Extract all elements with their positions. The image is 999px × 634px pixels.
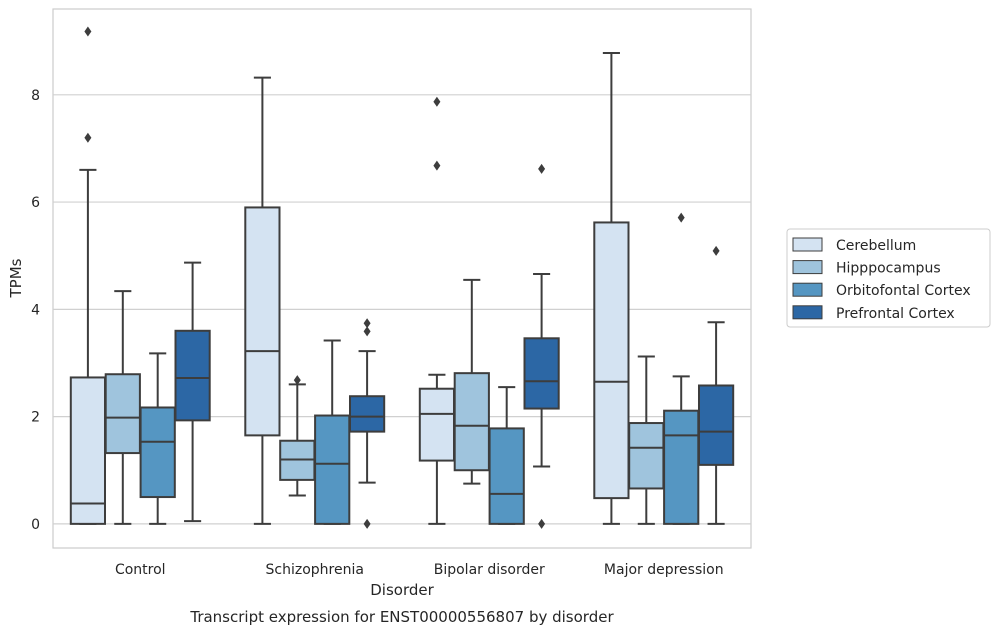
x-tick-label: Bipolar disorder bbox=[434, 562, 545, 578]
box-body bbox=[139, 406, 176, 499]
legend-swatch bbox=[792, 305, 823, 320]
box-body bbox=[418, 387, 456, 462]
x-axis-ticks: Control Schizophrenia Bipolar disorder Majo… bbox=[115, 562, 724, 578]
box-body bbox=[523, 337, 560, 410]
box-1-1 bbox=[279, 375, 316, 497]
box-2-0 bbox=[139, 352, 176, 525]
box-body bbox=[593, 221, 630, 500]
y-tick-label: 4 bbox=[31, 302, 40, 318]
box-0-1 bbox=[244, 76, 281, 525]
box-body bbox=[628, 422, 665, 490]
boxes-group bbox=[69, 26, 735, 529]
outlier-point bbox=[363, 518, 371, 529]
box-body bbox=[174, 329, 211, 422]
box-body bbox=[697, 384, 735, 466]
outlier-point bbox=[433, 96, 441, 107]
legend-label: Prefrontal Cortex bbox=[836, 306, 955, 322]
outlier-point bbox=[293, 375, 301, 386]
box-3-0 bbox=[174, 261, 211, 523]
legend-frame bbox=[786, 228, 991, 328]
legend: Cerebellum Hipppocampus Orbitofontal Corte… bbox=[786, 228, 991, 328]
box-body bbox=[488, 427, 525, 525]
box-body bbox=[348, 395, 386, 433]
outlier-point bbox=[363, 318, 371, 329]
x-tick-label: Schizophrenia bbox=[266, 562, 364, 578]
x-axis-label: Disorder bbox=[370, 581, 434, 599]
y-tick-label: 0 bbox=[31, 517, 40, 533]
x-tick-label: Control bbox=[115, 562, 166, 578]
box-body bbox=[314, 414, 351, 525]
box-1-2 bbox=[453, 278, 490, 485]
box-2-3 bbox=[663, 212, 700, 525]
box-0-0 bbox=[69, 26, 107, 525]
box-3-2 bbox=[523, 163, 560, 529]
outlier-point bbox=[433, 160, 441, 171]
outlier-point bbox=[84, 132, 92, 143]
y-axis-label: TPMs bbox=[7, 258, 25, 298]
chart-title: Transcript expression for ENST0000055680… bbox=[189, 608, 614, 626]
box-3-1 bbox=[348, 318, 386, 529]
legend-label: Orbitofontal Cortex bbox=[836, 283, 971, 299]
box-body bbox=[244, 206, 281, 437]
x-tick-label: Major depression bbox=[604, 562, 724, 578]
outlier-point bbox=[84, 26, 92, 37]
y-tick-label: 6 bbox=[31, 195, 40, 211]
box-1-0 bbox=[104, 290, 141, 525]
box-3-3 bbox=[697, 245, 735, 525]
box-body bbox=[69, 376, 107, 525]
outlier-point bbox=[363, 326, 371, 337]
outlier-point bbox=[538, 518, 546, 529]
box-0-3 bbox=[593, 51, 630, 525]
legend-swatch bbox=[792, 260, 823, 275]
outlier-point bbox=[677, 212, 685, 223]
box-1-3 bbox=[628, 355, 665, 525]
y-tick-label: 2 bbox=[31, 410, 40, 426]
y-axis-ticks: 0 2 4 6 8 bbox=[31, 88, 40, 533]
y-tick-label: 8 bbox=[31, 88, 40, 104]
legend-label: Cerebellum bbox=[836, 238, 916, 254]
box-2-2 bbox=[488, 386, 525, 525]
legend-label: Hipppocampus bbox=[836, 261, 941, 277]
legend-swatch bbox=[792, 282, 823, 297]
box-body bbox=[663, 409, 700, 525]
box-body bbox=[453, 372, 490, 472]
outlier-point bbox=[712, 245, 720, 256]
legend-swatch bbox=[792, 237, 823, 252]
box-2-1 bbox=[314, 339, 351, 525]
box-body bbox=[104, 373, 141, 455]
outlier-point bbox=[538, 163, 546, 174]
